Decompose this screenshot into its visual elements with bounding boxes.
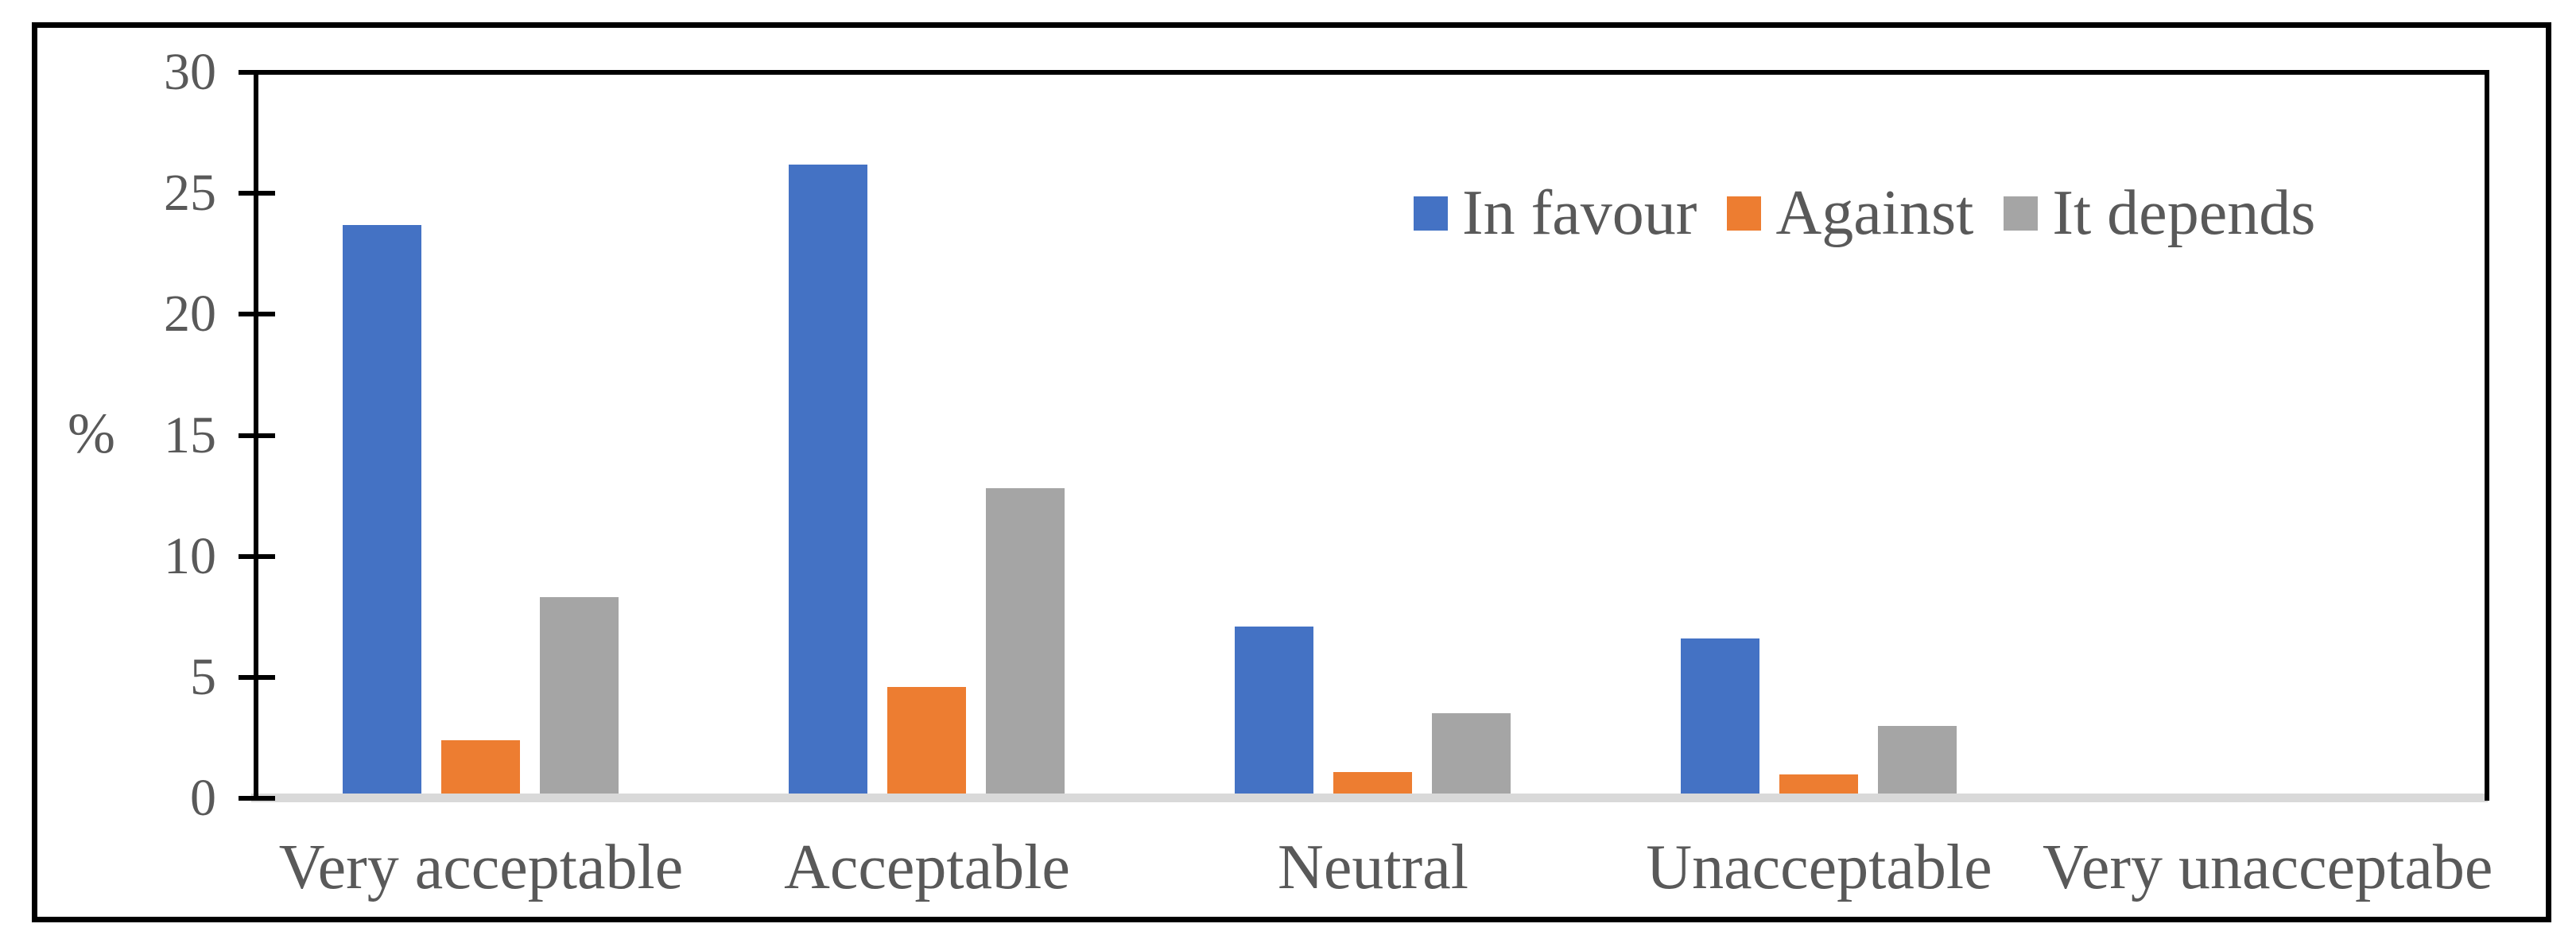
bar-it-depends-acceptable: [986, 488, 1065, 798]
legend-swatch-in-favour: [1414, 196, 1448, 231]
y-axis-title: %: [68, 402, 115, 465]
bar-against-very-acceptable: [441, 740, 520, 798]
y-tick-label-0: 0: [190, 769, 216, 827]
category-label-very-unacceptabe: Very unacceptabe: [2043, 832, 2493, 902]
bar-in-favour-very-acceptable: [343, 225, 421, 798]
legend-label-it-depends: It depends: [2052, 178, 2316, 248]
legend-swatch-against: [1727, 196, 1762, 231]
plot-top-border: [239, 70, 2489, 75]
y-tick-5: [239, 675, 275, 680]
category-label-very-acceptable: Very acceptable: [278, 832, 684, 902]
legend: In favour Against It depends: [1414, 181, 2315, 245]
x-axis-line: [251, 794, 2488, 802]
bar-in-favour-acceptable: [789, 165, 867, 798]
bar-in-favour-unacceptable: [1681, 638, 1759, 798]
category-label-unacceptable: Unacceptable: [1646, 832, 1992, 902]
bar-against-acceptable: [887, 687, 966, 798]
y-tick-10: [239, 554, 275, 559]
y-tick-label-10: 10: [164, 527, 216, 585]
y-tick-label-15: 15: [164, 406, 216, 464]
legend-item-in-favour: In favour: [1414, 181, 1697, 245]
legend-swatch-it-depends: [2004, 196, 2039, 231]
y-tick-25: [239, 191, 275, 196]
bar-it-depends-very-acceptable: [540, 597, 619, 798]
y-tick-label-5: 5: [190, 648, 216, 706]
y-tick-30: [239, 70, 275, 75]
legend-label-against: Against: [1775, 178, 1974, 248]
y-tick-label-30: 30: [164, 43, 216, 101]
legend-item-it-depends: It depends: [2004, 181, 2315, 245]
category-label-neutral: Neutral: [1278, 832, 1468, 902]
y-tick-label-20: 20: [164, 285, 216, 343]
y-tick-label-25: 25: [164, 164, 216, 222]
bar-it-depends-unacceptable: [1878, 726, 1957, 798]
legend-item-against: Against: [1727, 181, 1973, 245]
legend-label-in-favour: In favour: [1462, 178, 1697, 248]
y-tick-0: [239, 796, 275, 801]
y-tick-20: [239, 312, 275, 316]
y-tick-15: [239, 433, 275, 438]
category-label-acceptable: Acceptable: [784, 832, 1070, 902]
plot-right-border: [2485, 70, 2489, 801]
bar-it-depends-neutral: [1432, 713, 1511, 798]
bar-in-favour-neutral: [1235, 627, 1313, 798]
figure-border: [32, 22, 2551, 922]
